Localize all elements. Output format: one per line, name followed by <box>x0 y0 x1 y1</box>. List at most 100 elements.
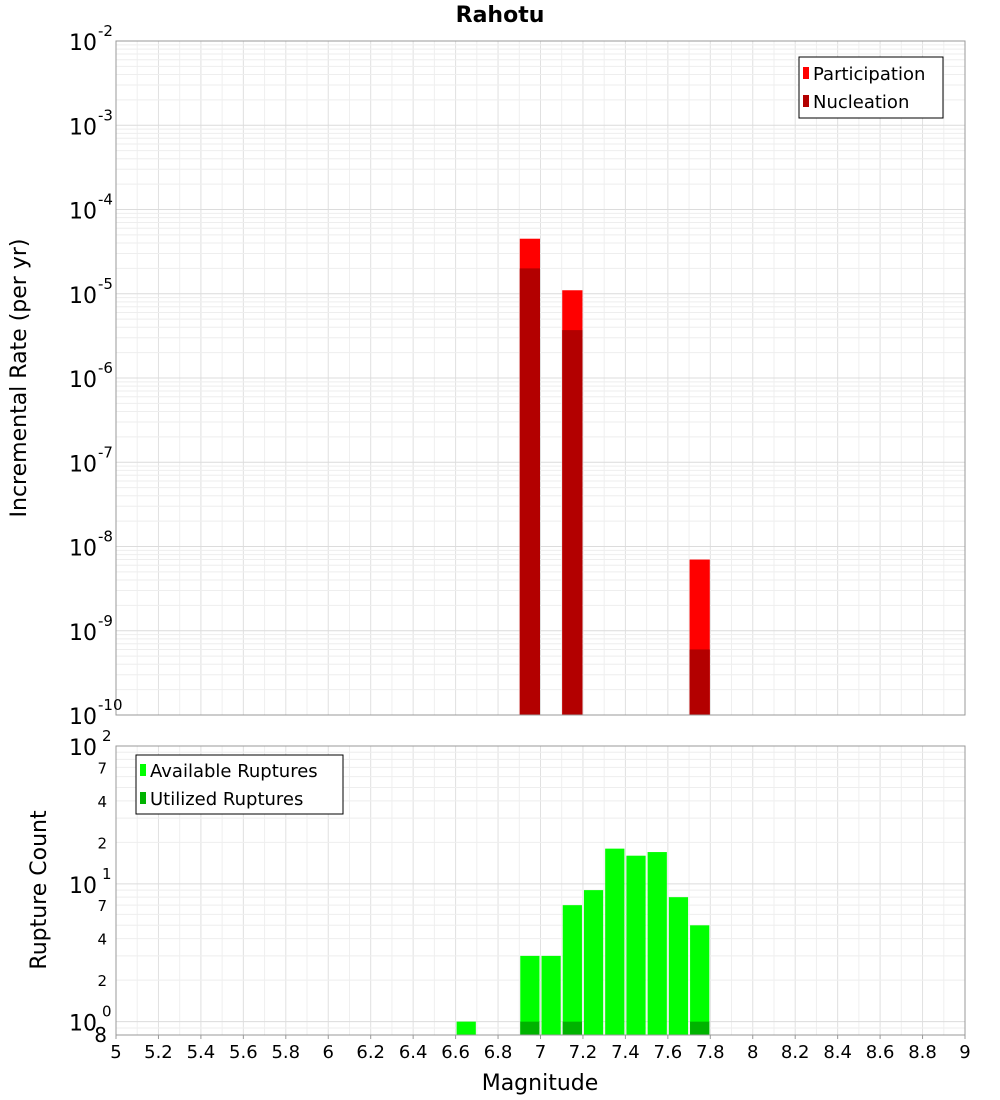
y-tick-base: 10 <box>69 705 97 730</box>
y-tick-label: 10 -4 <box>69 191 113 225</box>
top-legend-box <box>798 56 944 119</box>
y-tick-base: 10 <box>69 537 97 562</box>
top-plot-frame <box>115 40 966 716</box>
y-tick-label: 10 -10 <box>69 696 123 730</box>
x-ticks: 5 5.2 5.4 5.6 5.8 6 6.2 6.4 6.6 6.8 7 7.2 7.4 7.6 7.8 8… <box>110 1035 971 1063</box>
top-grid <box>115 40 966 716</box>
y-tick-exponent: 0 <box>102 1003 112 1021</box>
x-tick-label: 8.2 <box>781 1042 810 1063</box>
y-minor-tick-label: 7 <box>97 897 107 915</box>
x-tick-label: 6.2 <box>356 1042 385 1063</box>
bar-available-ruptures <box>520 955 540 1035</box>
chart-title: Rahotu <box>456 3 545 28</box>
top-y-axis-label: Incremental Rate (per yr) <box>7 239 32 518</box>
y-tick-base: 10 <box>69 115 97 140</box>
bar-available-ruptures <box>605 848 625 1035</box>
y-tick-exponent: 2 <box>102 727 112 745</box>
x-tick-label: 8.4 <box>823 1042 852 1063</box>
y-tick-exponent: -8 <box>98 528 113 546</box>
x-tick-label: 5.2 <box>144 1042 173 1063</box>
y-tick-base: 10 <box>69 1012 97 1037</box>
bar-nucleation <box>519 268 540 715</box>
y-tick-exponent: -3 <box>98 106 113 124</box>
y-tick-label: 10 -5 <box>69 275 113 309</box>
x-axis-label: Magnitude <box>482 1071 599 1096</box>
legend-swatch-participation <box>803 67 809 79</box>
y-minor-tick-label: 8 <box>94 1023 107 1047</box>
bottom-legend: Available Ruptures Utilized Ruptures <box>135 754 344 815</box>
legend-label-nucleation: Nucleation <box>813 92 909 113</box>
y-tick-base: 10 <box>69 874 97 899</box>
x-tick-label: 5.8 <box>271 1042 300 1063</box>
legend-swatch-utilized-ruptures <box>140 792 146 804</box>
x-tick-label: 9 <box>959 1042 970 1063</box>
x-tick-label: 8.6 <box>866 1042 895 1063</box>
bottom-legend-box <box>135 754 344 815</box>
bar-available-ruptures <box>562 905 582 1035</box>
y-tick-base: 10 <box>69 452 97 477</box>
x-tick-label: 7.4 <box>611 1042 640 1063</box>
y-minor-tick-label: 7 <box>97 759 107 777</box>
legend-swatch-nucleation <box>803 95 809 107</box>
y-tick-label: 10 -9 <box>69 612 113 646</box>
x-tick-label: 8.8 <box>908 1042 937 1063</box>
x-tick-label: 7.2 <box>569 1042 598 1063</box>
bar-available-ruptures <box>583 890 604 1035</box>
y-tick-exponent: -10 <box>98 696 123 714</box>
bar-available-ruptures <box>690 925 710 1035</box>
y-tick-exponent: -2 <box>98 22 113 40</box>
bar-utilized-ruptures <box>520 1021 540 1035</box>
legend-swatch-available-ruptures <box>140 764 146 776</box>
y-tick-exponent: -6 <box>98 359 113 377</box>
bar-available-ruptures <box>541 955 561 1035</box>
x-tick-label: 6 <box>323 1042 334 1063</box>
y-minor-tick-label: 4 <box>97 793 107 811</box>
y-tick-exponent: -7 <box>98 443 113 461</box>
bar-nucleation <box>562 330 583 715</box>
y-tick-label: 10 -8 <box>69 528 113 562</box>
y-tick-base: 10 <box>69 31 97 56</box>
bar-available-ruptures <box>626 855 646 1035</box>
bottom-y-ticks: 10 0 10 1 10 2 8 2 4 7 2 4 7 <box>69 727 112 1047</box>
y-tick-exponent: -5 <box>98 275 113 293</box>
x-tick-label: 8 <box>747 1042 758 1063</box>
bar-available-ruptures <box>456 1021 476 1035</box>
top-legend: Participation Nucleation <box>798 56 944 119</box>
y-tick-label: 10 -3 <box>69 106 113 140</box>
y-tick-base: 10 <box>69 284 97 309</box>
bottom-bars <box>456 848 710 1035</box>
y-tick-exponent: 1 <box>102 865 112 883</box>
y-tick-label: 10 -7 <box>69 443 113 477</box>
x-tick-label: 5 <box>110 1042 121 1063</box>
y-tick-base: 10 <box>69 736 97 761</box>
x-tick-label: 6.4 <box>399 1042 428 1063</box>
y-tick-base: 10 <box>69 368 97 393</box>
bar-available-ruptures <box>647 852 667 1035</box>
y-tick-exponent: -4 <box>98 191 113 209</box>
y-minor-tick-label: 2 <box>97 972 107 990</box>
x-tick-label: 7 <box>535 1042 546 1063</box>
bar-utilized-ruptures <box>562 1021 582 1035</box>
legend-label-utilized-ruptures: Utilized Ruptures <box>150 789 303 810</box>
legend-label-participation: Participation <box>813 64 925 85</box>
y-tick-label: 10 2 <box>69 727 112 761</box>
legend-label-available-ruptures: Available Ruptures <box>150 761 318 782</box>
y-tick-base: 10 <box>69 200 97 225</box>
y-tick-label: 10 -2 <box>69 22 113 56</box>
bar-available-ruptures <box>668 897 689 1035</box>
x-tick-label: 6.6 <box>441 1042 470 1063</box>
x-tick-label: 7.6 <box>654 1042 683 1063</box>
y-tick-label: 10 -6 <box>69 359 113 393</box>
y-tick-exponent: -9 <box>98 612 113 630</box>
x-tick-label: 5.4 <box>187 1042 216 1063</box>
y-minor-tick-label: 4 <box>97 931 107 949</box>
x-tick-label: 5.6 <box>229 1042 258 1063</box>
bottom-y-axis-label: Rupture Count <box>27 810 52 970</box>
x-tick-label: 6.8 <box>484 1042 513 1063</box>
y-minor-tick-label: 2 <box>97 834 107 852</box>
x-tick-label: 7.8 <box>696 1042 725 1063</box>
y-tick-label: 10 1 <box>69 865 112 899</box>
